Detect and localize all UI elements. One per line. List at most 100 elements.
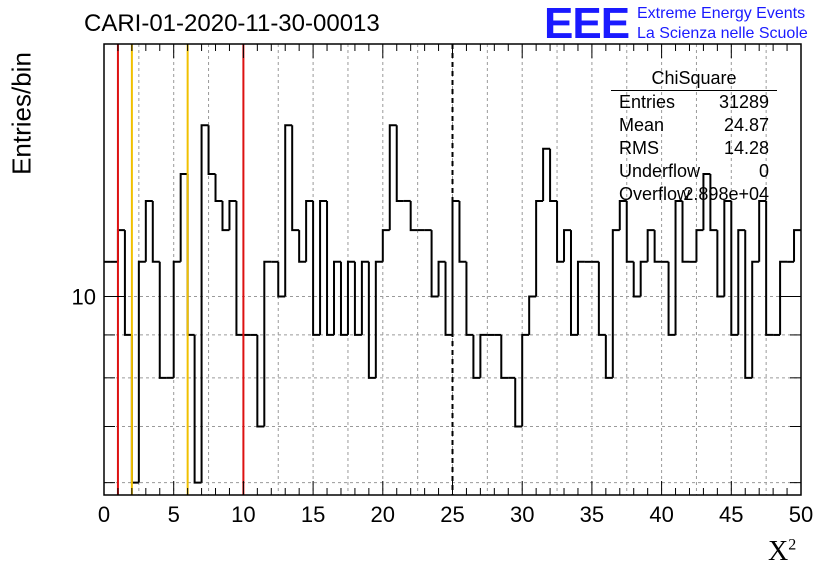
histogram-bin	[569, 230, 578, 336]
histogram-bin	[625, 200, 634, 263]
histogram-bin	[681, 200, 690, 263]
histogram-bin	[653, 230, 662, 263]
x-tick-label: 5	[168, 502, 180, 527]
histogram-bin	[326, 200, 335, 336]
histogram-bin	[123, 230, 132, 336]
stats-title: ChiSquare	[651, 68, 737, 88]
histogram-bin	[751, 260, 760, 378]
histogram-bin	[353, 261, 362, 336]
x-axis-label-text: X	[768, 536, 789, 567]
histogram-bin	[472, 334, 481, 379]
histogram-bin	[116, 229, 125, 262]
histogram-bin	[367, 261, 376, 379]
histogram-bin	[346, 260, 355, 335]
histogram-bin	[730, 200, 739, 336]
histogram-bin	[737, 229, 746, 335]
y-axis-label: Entries/bin	[6, 52, 37, 175]
histogram-bin	[465, 261, 474, 336]
histogram-bin	[437, 260, 446, 297]
histogram-bin	[221, 200, 230, 232]
histogram-bin	[793, 229, 801, 262]
histogram-bin	[667, 261, 676, 336]
histogram-bin	[646, 229, 655, 262]
histogram-bin	[500, 334, 509, 379]
histogram-bin	[319, 199, 328, 335]
histogram-bin	[479, 333, 488, 378]
x-tick-label: 30	[510, 502, 534, 527]
histogram-bin	[458, 200, 467, 263]
histogram-bin	[542, 147, 551, 201]
histogram-bin	[444, 261, 453, 336]
histogram-bin	[339, 261, 348, 336]
histogram-bin	[179, 172, 188, 262]
histogram-bin	[144, 199, 153, 262]
histogram-bin	[639, 260, 648, 297]
x-tick-label: 20	[371, 502, 395, 527]
stats-label: Underflow	[619, 161, 701, 181]
histogram-bin	[214, 173, 223, 202]
histogram-bin	[618, 199, 627, 231]
stats-row-rms: RMS 14.28	[619, 138, 769, 160]
histogram-bin	[597, 261, 606, 336]
stats-value: 31289	[718, 92, 769, 112]
x-tick-label: 40	[649, 502, 673, 527]
histogram-bin	[779, 260, 788, 335]
histogram-bin	[430, 230, 439, 298]
histogram-bin	[528, 295, 537, 335]
stats-label: Entries	[619, 92, 676, 112]
histogram-bin	[374, 260, 383, 378]
histogram-bin	[207, 125, 216, 175]
histogram-bin	[158, 261, 167, 379]
histogram-bin	[576, 260, 585, 335]
histogram-bin	[535, 199, 544, 297]
stats-value: 2.898e+04	[683, 184, 769, 204]
stats-row-underflow: Underflow 0	[619, 161, 769, 183]
histogram-bin	[200, 124, 209, 483]
stats-box: ChiSquare Entries 31289 Mean 24.87 RMS 1…	[611, 68, 777, 206]
histogram-bin	[291, 125, 300, 232]
stats-row-overflow: Overflow 2.898e+04	[619, 184, 769, 206]
y-tick-label: 10	[72, 285, 96, 310]
stats-row-mean: Mean 24.87	[619, 115, 769, 137]
logo-line-1: Extreme Energy Events	[637, 5, 806, 22]
x-tick-label: 15	[301, 502, 325, 527]
histogram-bin	[333, 260, 341, 335]
stats-value: 24.87	[723, 115, 769, 135]
stats-label: RMS	[619, 138, 659, 158]
histogram-bin	[723, 199, 732, 297]
histogram-bin	[695, 229, 704, 262]
histogram-bin	[137, 260, 146, 483]
histogram-bin	[549, 148, 558, 202]
stats-divider	[611, 90, 777, 91]
histogram-bin	[702, 172, 711, 231]
histogram-bin	[228, 199, 237, 231]
stats-label: Overflow	[619, 184, 691, 204]
stats-label: Mean	[619, 115, 665, 135]
histogram-bin	[716, 230, 725, 298]
histogram-bin	[388, 124, 397, 231]
histogram-bin	[514, 377, 523, 428]
histogram-bin	[284, 124, 293, 297]
histogram-bin	[235, 200, 244, 336]
histogram-bin	[674, 199, 683, 335]
histogram-bin	[758, 199, 767, 262]
x-axis-label-superscript: 2	[788, 536, 797, 554]
histogram-bin	[193, 334, 202, 484]
histogram-bin	[151, 200, 160, 263]
stats-value: 14.28	[723, 138, 769, 158]
histogram-bin	[521, 333, 530, 427]
eee-logo: EEE	[544, 0, 630, 48]
x-tick-label: 25	[440, 502, 464, 527]
logo-line-2: La Scienza nelle Scuole	[637, 25, 808, 42]
histogram-bin	[744, 230, 753, 379]
histogram-bin	[563, 229, 571, 262]
histogram-bin	[381, 229, 390, 262]
x-tick-label: 10	[231, 502, 255, 527]
histogram-bin	[556, 200, 565, 263]
histogram-bin	[632, 261, 641, 298]
histogram-bin	[409, 200, 418, 232]
x-tick-label: 50	[789, 502, 813, 527]
histogram-bin	[709, 173, 718, 232]
histogram-bin	[130, 334, 139, 484]
x-tick-label: 35	[580, 502, 604, 527]
